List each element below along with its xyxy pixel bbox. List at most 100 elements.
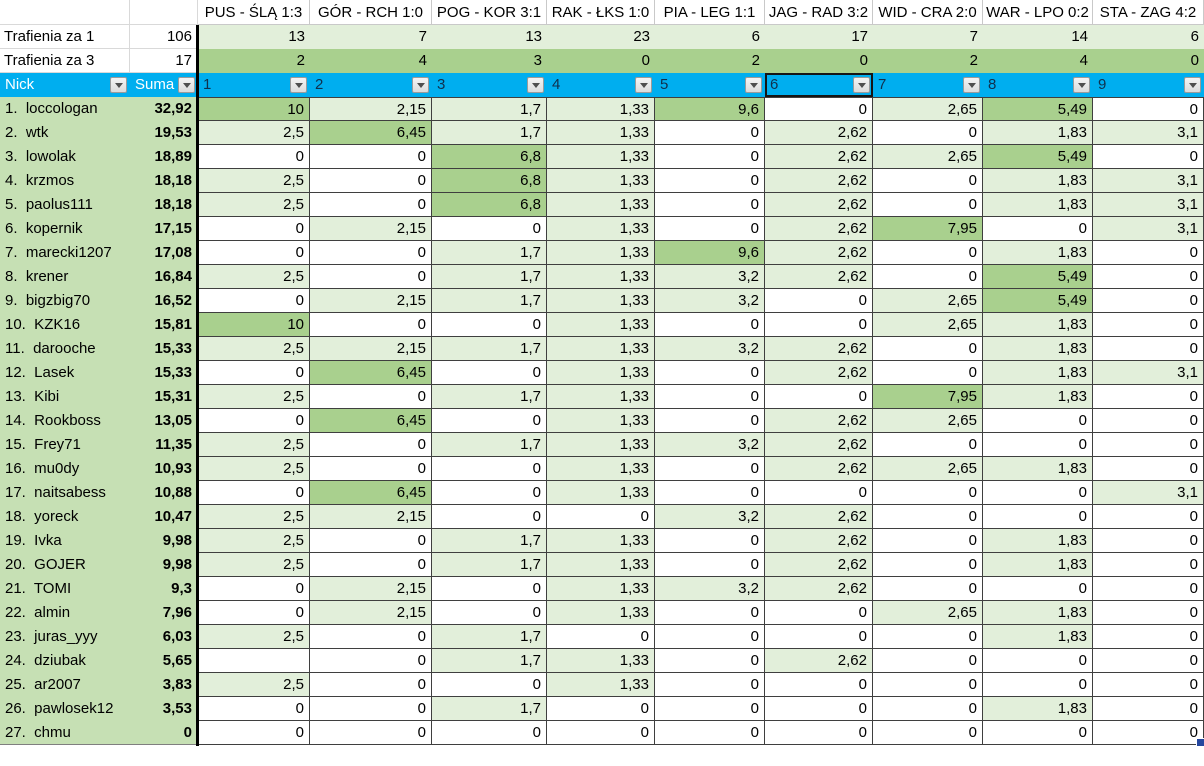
score-cell[interactable]: 1,7 [432, 121, 547, 145]
score-cell[interactable]: 0 [655, 481, 765, 505]
score-cell[interactable]: 2,62 [765, 337, 873, 361]
player-name[interactable]: 20. GOJER [0, 553, 130, 577]
player-name[interactable]: 13. Kibi [0, 385, 130, 409]
player-name[interactable]: 21. TOMI [0, 577, 130, 601]
score-cell[interactable]: 2,62 [765, 265, 873, 289]
empty-cell[interactable] [130, 0, 198, 25]
score-cell[interactable]: 1,33 [547, 193, 655, 217]
filter-dropdown-button[interactable] [527, 77, 544, 93]
filter-dropdown-button[interactable] [412, 77, 429, 93]
score-cell[interactable]: 2,15 [310, 577, 432, 601]
score-cell[interactable]: 2,5 [198, 433, 310, 457]
filter-dropdown-button[interactable] [178, 77, 195, 93]
score-cell[interactable]: 1,83 [983, 457, 1093, 481]
score-cell[interactable]: 0 [765, 697, 873, 721]
match-header[interactable]: WID - CRA 2:0 [873, 0, 983, 25]
score-cell[interactable]: 1,7 [432, 337, 547, 361]
score-cell[interactable]: 3,2 [655, 433, 765, 457]
score-cell[interactable]: 2,65 [873, 145, 983, 169]
filter-dropdown-button[interactable] [745, 77, 762, 93]
score-cell[interactable]: 6,8 [432, 145, 547, 169]
hits-for-3-cell[interactable]: 4 [983, 49, 1093, 73]
filter-dropdown-button[interactable] [1073, 77, 1090, 93]
player-name[interactable]: 22. almin [0, 601, 130, 625]
score-cell[interactable]: 7,95 [873, 217, 983, 241]
score-cell[interactable]: 0 [547, 721, 655, 745]
score-cell[interactable]: 2,15 [310, 97, 432, 121]
score-cell[interactable]: 2,62 [765, 649, 873, 673]
score-cell[interactable]: 0 [873, 169, 983, 193]
score-cell[interactable]: 0 [198, 145, 310, 169]
player-name[interactable]: 17. naitsabess [0, 481, 130, 505]
score-cell[interactable]: 1,33 [547, 97, 655, 121]
score-cell[interactable]: 0 [655, 457, 765, 481]
filter-header-col-8[interactable]: 8 [983, 73, 1093, 97]
score-cell[interactable]: 0 [310, 433, 432, 457]
score-cell[interactable]: 0 [873, 241, 983, 265]
score-cell[interactable]: 1,83 [983, 121, 1093, 145]
score-cell[interactable]: 0 [310, 529, 432, 553]
score-cell[interactable]: 0 [310, 145, 432, 169]
score-cell[interactable]: 2,62 [765, 169, 873, 193]
score-cell[interactable]: 0 [432, 361, 547, 385]
score-cell[interactable]: 2,5 [198, 169, 310, 193]
score-cell[interactable]: 0 [873, 673, 983, 697]
score-cell[interactable]: 2,15 [310, 217, 432, 241]
score-cell[interactable]: 2,5 [198, 193, 310, 217]
player-total[interactable]: 0 [130, 721, 198, 745]
player-total[interactable]: 10,47 [130, 505, 198, 529]
hits-for-3-cell[interactable]: 2 [655, 49, 765, 73]
score-cell[interactable]: 0 [432, 721, 547, 745]
match-header[interactable]: STA - ZAG 4:2 [1093, 0, 1204, 25]
score-cell[interactable]: 1,83 [983, 529, 1093, 553]
score-cell[interactable]: 2,15 [310, 289, 432, 313]
player-name[interactable]: 15. Frey71 [0, 433, 130, 457]
hits-for-3-cell[interactable]: 4 [310, 49, 432, 73]
score-cell[interactable]: 2,5 [198, 553, 310, 577]
score-cell[interactable]: 2,62 [765, 553, 873, 577]
player-total[interactable]: 19,53 [130, 121, 198, 145]
score-cell[interactable]: 2,62 [765, 145, 873, 169]
score-cell[interactable]: 0 [1093, 97, 1204, 121]
score-cell[interactable]: 0 [198, 361, 310, 385]
score-cell[interactable]: 0 [1093, 289, 1204, 313]
score-cell[interactable]: 0 [310, 313, 432, 337]
match-header[interactable]: POG - KOR 3:1 [432, 0, 547, 25]
score-cell[interactable]: 1,83 [983, 601, 1093, 625]
score-cell[interactable]: 1,7 [432, 97, 547, 121]
hits-for-3-cell[interactable]: 2 [873, 49, 983, 73]
player-name[interactable]: 16. mu0dy [0, 457, 130, 481]
player-total[interactable]: 17,08 [130, 241, 198, 265]
score-cell[interactable]: 0 [547, 625, 655, 649]
score-cell[interactable]: 2,15 [310, 601, 432, 625]
score-cell[interactable]: 1,33 [547, 289, 655, 313]
score-cell[interactable]: 0 [655, 193, 765, 217]
score-cell[interactable]: 0 [655, 385, 765, 409]
score-cell[interactable]: 1,33 [547, 529, 655, 553]
score-cell[interactable]: 0 [655, 313, 765, 337]
score-cell[interactable]: 9,6 [655, 97, 765, 121]
score-cell[interactable]: 0 [873, 577, 983, 601]
score-cell[interactable]: 0 [765, 673, 873, 697]
score-cell[interactable]: 5,49 [983, 97, 1093, 121]
score-cell[interactable]: 0 [1093, 625, 1204, 649]
score-cell[interactable]: 0 [547, 505, 655, 529]
player-name[interactable]: 1. loccologan [0, 97, 130, 121]
selection-fill-handle[interactable] [1196, 738, 1204, 746]
score-cell[interactable]: 1,83 [983, 553, 1093, 577]
score-cell[interactable]: 1,83 [983, 169, 1093, 193]
score-cell[interactable]: 1,33 [547, 361, 655, 385]
player-total[interactable]: 3,83 [130, 673, 198, 697]
score-cell[interactable]: 0 [432, 481, 547, 505]
score-cell[interactable]: 1,33 [547, 433, 655, 457]
score-cell[interactable]: 2,5 [198, 121, 310, 145]
score-cell[interactable]: 2,5 [198, 337, 310, 361]
score-cell[interactable]: 1,83 [983, 697, 1093, 721]
score-cell[interactable]: 0 [310, 649, 432, 673]
player-total[interactable]: 9,3 [130, 577, 198, 601]
filter-dropdown-button[interactable] [963, 77, 980, 93]
hits-for-3-cell[interactable]: 3 [432, 49, 547, 73]
filter-dropdown-button[interactable] [635, 77, 652, 93]
player-name[interactable]: 5. paolus111 [0, 193, 130, 217]
score-cell[interactable]: 3,1 [1093, 121, 1204, 145]
